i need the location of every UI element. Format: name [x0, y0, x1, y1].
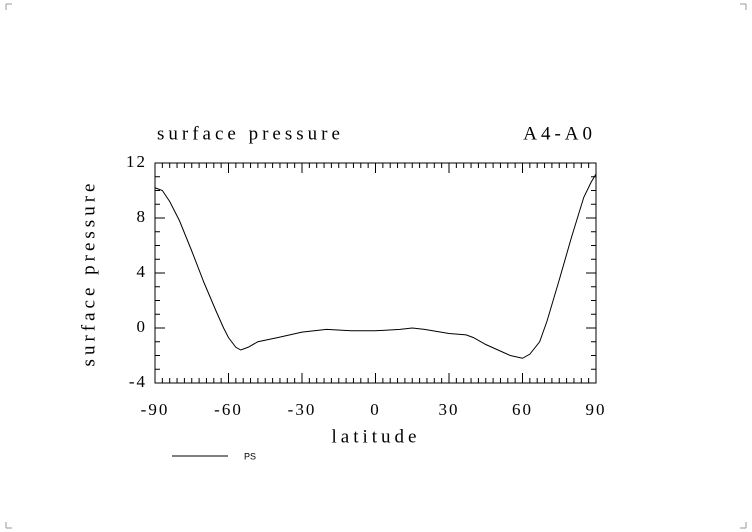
x-tick-label: 0: [370, 400, 381, 419]
data-line: [154, 173, 597, 359]
corner-marks: [5, 3, 747, 529]
x-tick-label: -60: [214, 400, 243, 419]
x-tick-label: -90: [141, 400, 170, 419]
y-tick-label: 4: [137, 262, 148, 281]
x-tick-label: 90: [586, 400, 607, 419]
x-tick-label: 30: [439, 400, 460, 419]
x-tick-label: 60: [512, 400, 533, 419]
chart-subtitle: A4-A0: [523, 123, 596, 144]
legend-label: PS: [244, 451, 256, 461]
y-tick-label: 0: [137, 317, 148, 336]
y-tick-label: -4: [129, 372, 147, 391]
plot-frame: [154, 162, 597, 384]
x-tick-label: -30: [288, 400, 317, 419]
x-axis-label: latitude: [332, 426, 421, 447]
y-tick-label: 8: [137, 207, 148, 226]
y-tick-label: 12: [126, 152, 147, 171]
chart-title: surface pressure: [157, 123, 344, 144]
y-axis-label: surface pressure: [78, 180, 99, 367]
